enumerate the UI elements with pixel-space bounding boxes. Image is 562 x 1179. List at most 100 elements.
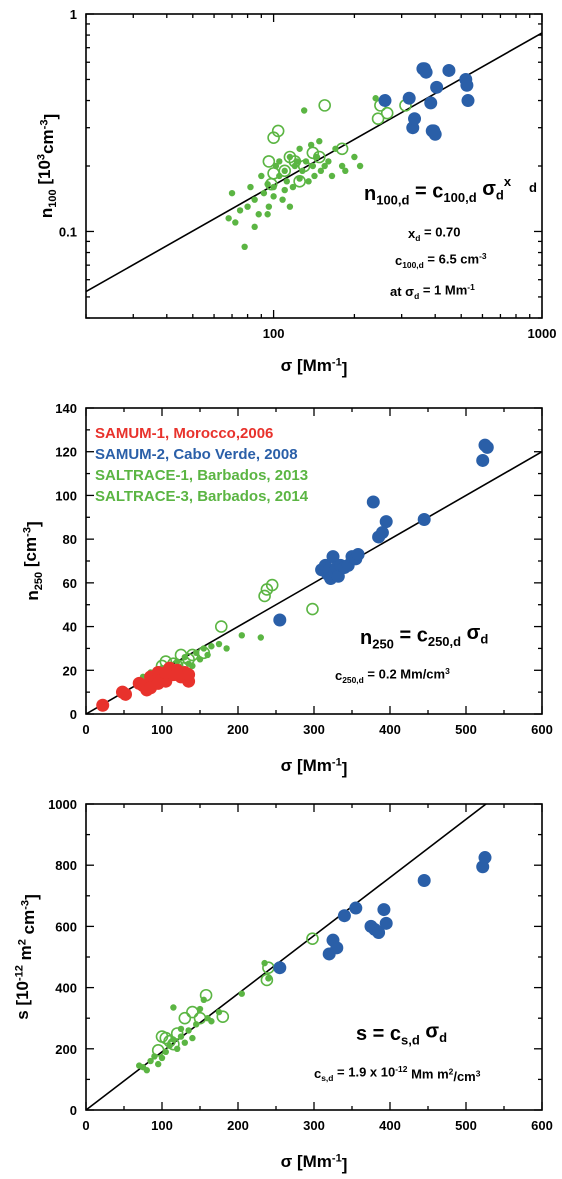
data-point-saltrace [372,95,379,102]
fit-note-part: d [414,291,419,301]
data-point-saltrace [158,1054,166,1062]
fit-note-part: = 6.5 cm [424,251,479,266]
fit-equation-part: 100,d [443,190,476,205]
plot-frame [85,407,543,715]
data-point-open-saltrace [178,1011,192,1025]
data-point-saltrace [189,1034,196,1042]
fit-equation-part: d [439,1030,447,1045]
fit-note-part: /cm [453,1069,475,1084]
x-axis-label: σ [Mm-1​] [281,356,348,378]
data-point-saltrace [296,175,303,182]
data-point-samum2 [480,440,494,454]
data-point-open-saltrace [306,602,319,616]
y-axis-label-part: ] [41,114,60,120]
fit-note-part: 100,d [402,260,424,270]
y-axis-label-part: s [10 [13,981,32,1020]
data-point-open-saltrace [260,973,274,987]
x-tick-label: 600 [531,1118,553,1133]
y-axis-label-part: cm [38,129,57,154]
data-point-samum1 [151,676,165,690]
data-point-open-saltrace [163,1034,176,1048]
legend-entry: SAMUM-2, Cabo Verde, 2008 [95,446,298,463]
data-point-saltrace [185,1027,192,1034]
data-point-saltrace [241,243,248,251]
data-point-samum1 [119,687,133,701]
x-tick-label: 500 [455,722,477,737]
y-axis-label-part: ] [24,521,43,527]
y-axis-label-part: -3 [19,900,31,910]
y-tick-label: 600 [55,919,77,934]
data-point-samum2 [377,903,391,917]
data-point-saltrace [289,183,297,191]
data-point-samum2 [273,613,287,627]
fit-equation: n250​ = c250,d​ σd​ [360,622,488,651]
y-axis-label-part: [cm [21,537,40,572]
data-point-saltrace [286,203,294,210]
data-point-samum1 [182,668,196,682]
data-point-saltrace [265,975,272,982]
y-tick-label: 60 [63,576,77,591]
y-tick-label: 1 [70,7,77,22]
data-point-open-saltrace [271,124,285,138]
fit-note-part: c [335,668,342,683]
data-point-saltrace [328,172,336,180]
data-point-samum2 [460,78,474,92]
data-point-saltrace [251,196,258,203]
fit-equation-part: n [364,183,376,205]
fit-equation-part: d [480,632,488,647]
fit-note-part: at σ [390,284,414,299]
fit-line [86,804,488,1110]
x-axis-label: σ [Mm-1​] [281,756,348,778]
data-point-samum2 [417,874,431,887]
data-point-samum2 [428,127,442,141]
data-point-saltrace [155,1060,162,1068]
data-point-open-saltrace [167,1037,180,1051]
data-point-saltrace [270,193,277,200]
fit-note-part: -12 [395,1064,408,1074]
y-axis-label-part: -3 [21,527,33,537]
data-point-open-saltrace [214,620,228,633]
data-point-samum2 [461,94,475,108]
y-axis-label-part: -3 [38,119,50,129]
fit-note-part: 3 [476,1069,481,1079]
data-point-open-saltrace [380,106,394,120]
fit-equation-part: σ [420,1021,440,1043]
y-axis-label-part: m [16,945,35,965]
x-tick-label: 400 [379,722,401,737]
data-point-saltrace [223,645,230,652]
fit-note: c100,d​ = 6.5 cm-3​ [395,251,487,270]
fit-equation: s = cs,d​ σd​ [356,1021,447,1048]
y-axis-label-part: -12 [13,965,25,981]
fit-note-part: x [408,226,416,241]
x-axis-label-part: σ [Mm [281,756,332,775]
y-axis-label-part: 100 [47,189,59,207]
data-point-saltrace [208,643,215,650]
data-point-saltrace [316,138,323,145]
y-axis-label: n250​ [cm-3​] [21,521,45,600]
data-point-saltrace [321,162,328,170]
data-point-saltrace [228,189,236,197]
legend-entry: SAMUM-1, Morocco,2006 [95,425,273,442]
x-tick-label: 200 [227,1118,249,1133]
data-point-samum2 [417,512,431,526]
data-point-open-saltrace [264,177,278,191]
x-axis-label-part: ] [342,359,348,378]
data-point-open-saltrace [151,1044,165,1057]
data-point-samum2 [378,94,392,108]
fit-equation-part: σ [461,622,481,644]
data-point-samum1 [159,665,173,679]
x-tick-label: 300 [303,1118,325,1133]
x-tick-label: 400 [379,1118,401,1133]
fit-equation-part: n [360,627,372,649]
y-tick-label: 200 [55,1042,77,1057]
data-point-samum2 [326,550,340,564]
data-point-open-saltrace [199,988,213,1002]
fit-note: cs,d​ = 1.9 x 10-12​ Mm m2​/cm3​ [314,1064,481,1084]
fit-note-part: 2 [449,1066,454,1076]
data-point-saltrace [286,153,294,161]
data-point-saltrace [147,1057,154,1065]
fit-equation-part: s,d [401,1033,420,1048]
x-tick-label: 0 [82,1118,89,1133]
data-point-open-saltrace [293,175,306,188]
x-tick-label: 300 [303,722,325,737]
